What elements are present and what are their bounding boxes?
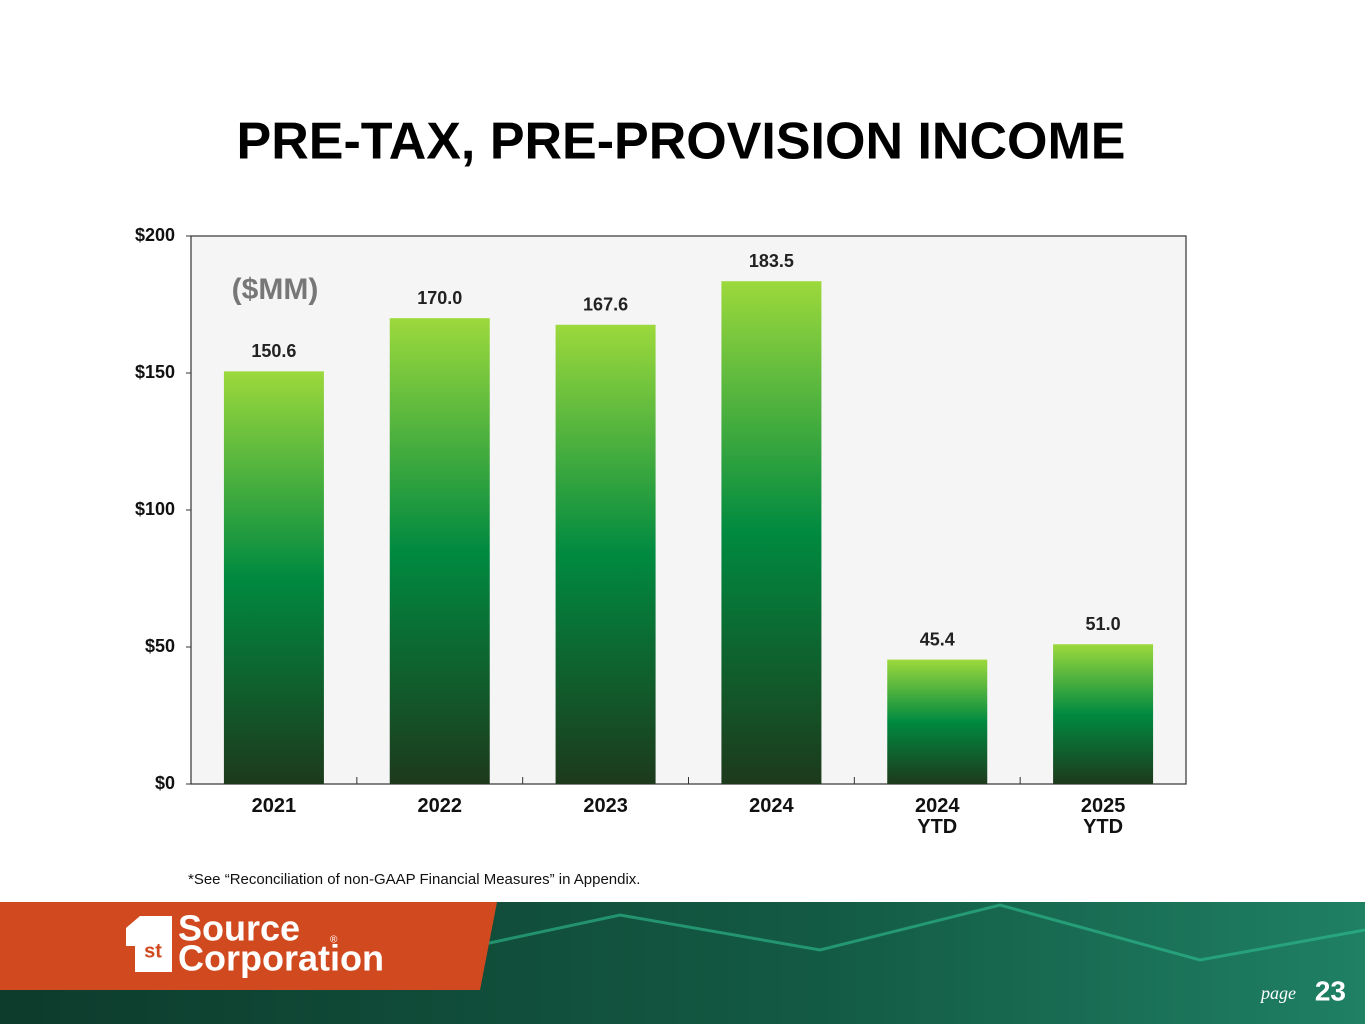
bar xyxy=(555,324,656,784)
x-tick-label: 2022 xyxy=(417,795,463,817)
x-tick-label: 2023 xyxy=(583,795,628,817)
footer-decoration xyxy=(479,903,1365,962)
x-tick-label: 2024 YTD xyxy=(915,795,960,838)
unit-annotation: ($MM) xyxy=(232,273,319,306)
logo-mark-text: st xyxy=(144,940,162,962)
bar xyxy=(1053,644,1154,784)
bar xyxy=(223,371,324,784)
logo-line1: Source xyxy=(178,908,300,949)
value-label: 170.0 xyxy=(417,288,462,308)
y-tick-label: $150 xyxy=(135,362,175,382)
bar xyxy=(721,281,822,784)
x-tick-label: 2024 xyxy=(749,795,794,817)
value-label: 167.6 xyxy=(583,295,628,315)
value-label: 51.0 xyxy=(1086,614,1121,634)
x-tick-label: 2021 xyxy=(251,795,297,817)
page-label: page xyxy=(1259,983,1296,1003)
y-tick-label: $100 xyxy=(135,499,175,519)
value-label: 183.5 xyxy=(749,251,794,271)
value-label: 150.6 xyxy=(251,341,296,361)
chart-title: PRE-TAX, PRE-PROVISION INCOME xyxy=(237,113,1126,171)
logo-line2: Corporation xyxy=(178,938,384,979)
logo-registered: ® xyxy=(330,935,338,946)
logo-mark xyxy=(126,916,172,972)
value-label: 45.4 xyxy=(920,629,955,649)
footnote: *See “Reconciliation of non-GAAP Financi… xyxy=(188,871,640,888)
logo-band xyxy=(0,902,497,990)
page-number: 23 xyxy=(1315,975,1346,1006)
x-tick-label: 2025 YTD xyxy=(1080,795,1126,838)
y-tick-label: $200 xyxy=(135,225,175,245)
bar xyxy=(389,318,490,784)
y-tick-label: $0 xyxy=(155,773,175,793)
footer: st Source ® Corporation page 23 xyxy=(0,902,1365,1024)
bar xyxy=(887,659,988,784)
plot-area xyxy=(190,235,1187,785)
y-tick-label: $50 xyxy=(145,636,175,656)
